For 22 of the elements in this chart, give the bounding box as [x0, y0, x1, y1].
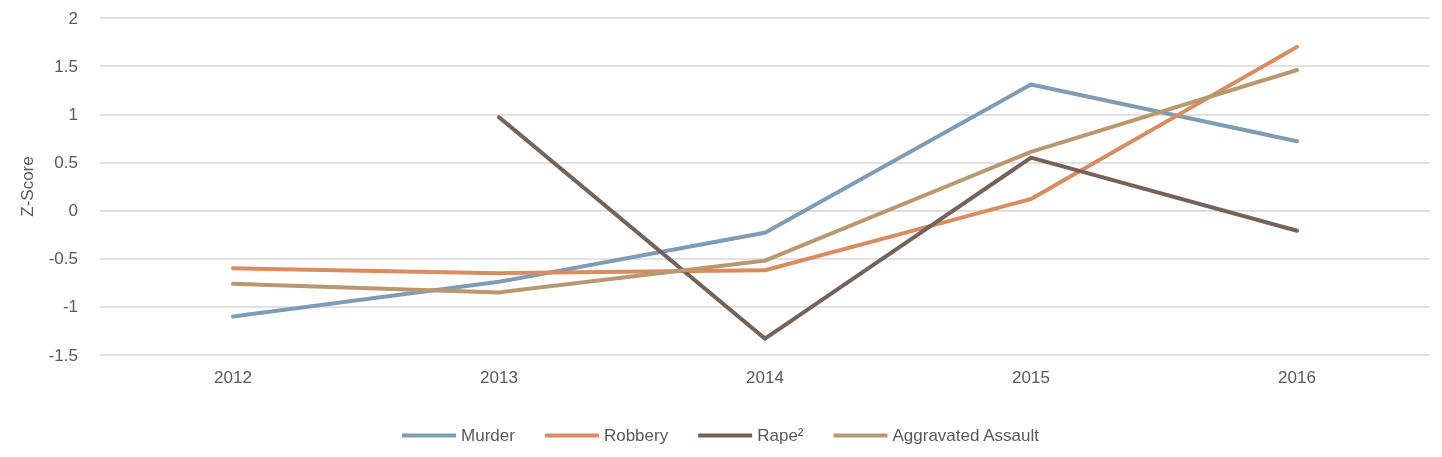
legend-label: Rape²	[757, 426, 804, 445]
legend-label: Robbery	[603, 426, 669, 445]
y-tick-label: 0	[68, 201, 78, 221]
y-tick-label: -0.5	[48, 249, 78, 269]
y-tick-label: 1	[68, 104, 78, 124]
x-tick-label: 2016	[1278, 368, 1316, 387]
y-axis-title: Z-Score	[18, 156, 37, 217]
x-tick-label: 2013	[480, 368, 518, 387]
legend-label: Aggravated Assault	[892, 426, 1040, 445]
line-series	[497, 115, 1299, 341]
line-series	[231, 82, 1299, 319]
x-tick-label: 2012	[214, 368, 252, 387]
x-tick-label: 2015	[1012, 368, 1050, 387]
y-tick-label: 1.5	[54, 56, 78, 76]
legend-label: Murder	[461, 426, 516, 445]
line-series	[231, 44, 1299, 276]
y-tick-label: -1	[62, 297, 78, 317]
line-series	[231, 67, 1299, 295]
y-tick-label: 0.5	[54, 152, 78, 172]
x-tick-label: 2014	[746, 368, 784, 387]
y-tick-label: 2	[68, 8, 78, 28]
y-tick-label: -1.5	[48, 345, 78, 365]
